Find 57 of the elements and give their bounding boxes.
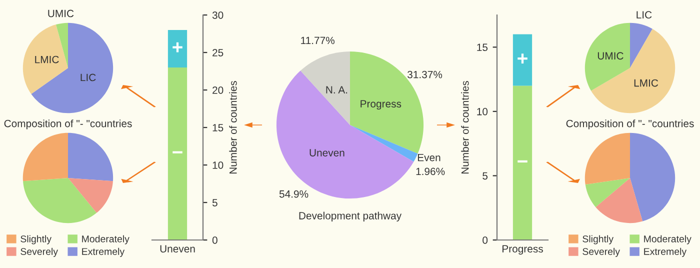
y-axis-title: Number of countries xyxy=(461,80,469,174)
slice-label: LIC xyxy=(80,74,96,82)
slice-label: Even xyxy=(418,154,440,162)
y-axis-title: Number of countries xyxy=(229,80,237,174)
series-label: + xyxy=(172,42,182,52)
pie-slice xyxy=(585,178,630,208)
slice-label: UMIC xyxy=(48,10,74,18)
y-tick-label: 5 xyxy=(482,172,488,180)
y-tick-label: 0 xyxy=(212,236,218,244)
pie-slice xyxy=(584,22,630,91)
legend-label: Severely xyxy=(20,248,58,257)
data-label: 1.96% xyxy=(416,168,445,176)
data-label: 31.37% xyxy=(408,70,442,78)
legend-label: Slightly xyxy=(582,235,614,244)
pie-slice xyxy=(350,125,418,162)
pie-slice xyxy=(23,178,97,224)
slice-label: LMIC xyxy=(35,56,59,64)
series-label: + xyxy=(518,54,528,64)
pie-slice xyxy=(591,28,676,114)
pie-slice xyxy=(584,132,630,184)
legend-label: Extremely xyxy=(82,248,125,257)
y-tick-label: 30 xyxy=(212,12,224,19)
slice-label: LIC xyxy=(636,11,652,19)
legend-label: Extremely xyxy=(644,248,687,257)
y-tick-label: 10 xyxy=(212,162,224,169)
series-label: − xyxy=(172,151,182,154)
pie-slice xyxy=(596,178,643,224)
slice-label: UMIC xyxy=(598,52,624,60)
legend-label: Moderately xyxy=(82,235,130,244)
pie-slice xyxy=(68,178,113,213)
y-tick-label: 25 xyxy=(212,49,224,56)
slice-label: Progress xyxy=(360,100,402,110)
pie-slice xyxy=(300,51,350,125)
y-tick-label: 0 xyxy=(482,236,488,244)
pie-slice xyxy=(22,132,68,182)
y-tick-label: 15 xyxy=(212,124,224,132)
y-tick-label: 15 xyxy=(477,44,488,52)
y-tick-label: 10 xyxy=(477,108,488,116)
legend-label: Moderately xyxy=(644,235,692,244)
slice-label: N. A. xyxy=(326,86,348,94)
pie-slice xyxy=(31,22,114,114)
y-tick-label: 20 xyxy=(212,86,224,94)
slice-label: Uneven xyxy=(310,149,344,156)
data-label: 54.9% xyxy=(279,190,308,198)
chart-title: Composition of "- "countries xyxy=(4,120,132,130)
text: Development pathway xyxy=(299,212,402,222)
pie-slice xyxy=(68,132,114,182)
y-tick-label: 5 xyxy=(212,199,218,206)
data-label: 11.77% xyxy=(301,36,334,44)
pie-slice xyxy=(22,24,68,94)
slice-label: LMIC xyxy=(634,79,658,87)
chart-title: Composition of "- "countries xyxy=(566,120,694,130)
series-label: − xyxy=(518,160,528,162)
legend-label: Severely xyxy=(582,248,620,257)
legend-label: Slightly xyxy=(20,235,52,244)
pie-slice xyxy=(630,22,652,68)
pie-slice xyxy=(630,132,676,222)
